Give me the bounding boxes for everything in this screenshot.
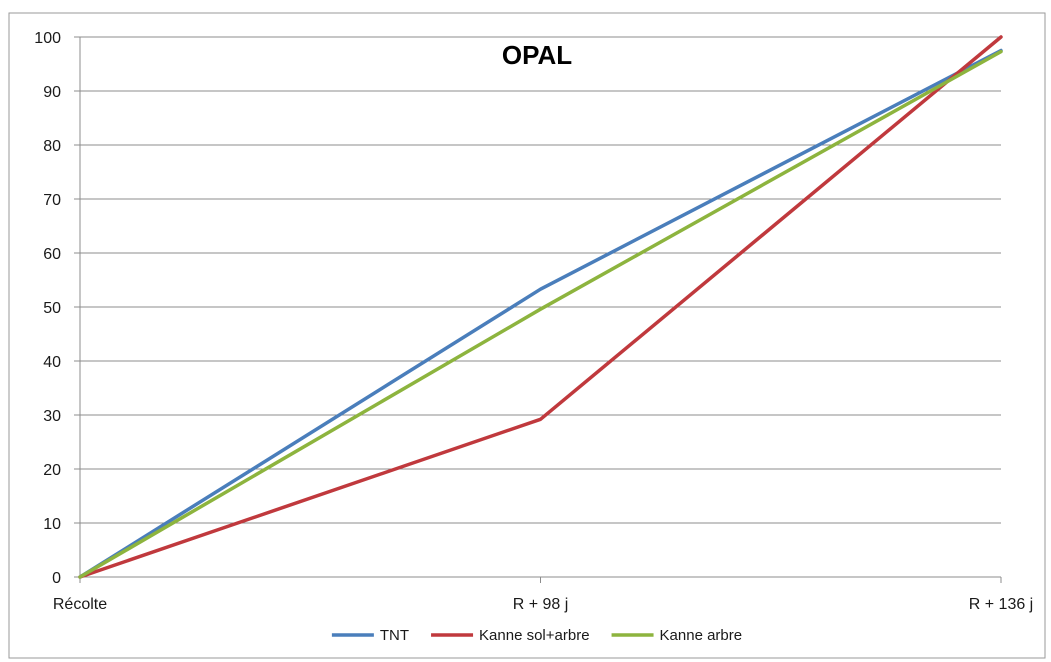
y-tick-label: 40	[43, 354, 61, 371]
y-tick-label: 10	[43, 516, 61, 533]
legend: TNT Kanne sol+arbre Kanne arbre	[331, 627, 743, 644]
legend-label: Kanne sol+arbre	[479, 627, 590, 644]
x-tick-label: R + 98 j	[513, 596, 569, 613]
y-tick-label: 20	[43, 462, 61, 479]
legend-item: TNT	[331, 627, 409, 644]
y-tick-label: 80	[43, 138, 61, 155]
axes: 0 10 20 30 40 50 60 70 80 90 100 Récolte R + 98 j R +…	[34, 30, 1033, 613]
y-tick-label: 0	[52, 570, 61, 587]
x-tick-label: Récolte	[53, 596, 107, 613]
series-line-2	[78, 35, 1003, 579]
chart-border	[8, 12, 1046, 659]
y-tick-label: 100	[34, 30, 61, 47]
y-tick-label: 70	[43, 192, 61, 209]
x-tick-label: R + 136 j	[969, 596, 1033, 613]
legend-item: Kanne sol+arbre	[431, 627, 590, 644]
y-tick-label: 60	[43, 246, 61, 263]
legend-item: Kanne arbre	[611, 627, 743, 644]
y-tick-label: 50	[43, 300, 61, 317]
chart-title: OPAL	[502, 40, 572, 70]
series	[78, 35, 1003, 579]
legend-label: TNT	[380, 627, 409, 644]
legend-label: Kanne arbre	[660, 627, 743, 644]
y-tick-label: 90	[43, 84, 61, 101]
series-line-3	[78, 49, 1003, 579]
y-tick-label: 30	[43, 408, 61, 425]
series-line-1	[78, 48, 1003, 579]
